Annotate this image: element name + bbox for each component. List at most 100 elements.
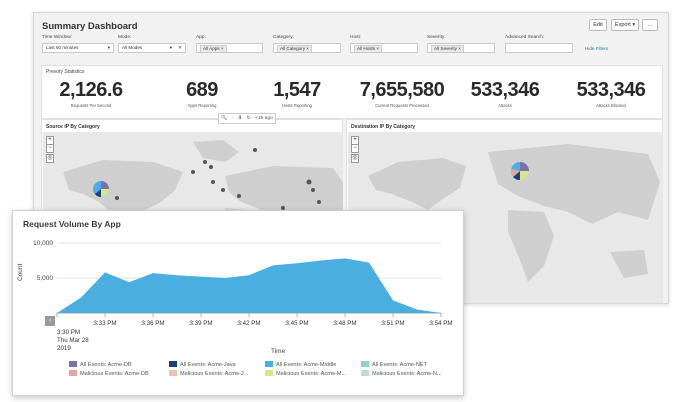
destination-pie-marker[interactable] — [510, 162, 529, 181]
x-tick-label: 3:42 PM — [237, 320, 260, 327]
locate-icon[interactable]: ◎ — [46, 154, 54, 163]
legend-swatch — [361, 361, 369, 367]
legend-item[interactable]: All Events: Acme-DB — [69, 361, 132, 368]
time-window-select[interactable]: Last 60 minutes ▾ — [42, 43, 114, 53]
zoom-out-button[interactable]: − — [46, 144, 54, 153]
request-volume-area-chart[interactable]: 5,000 10,000 3:33 PM 3:36 PM 3:39 PM 3:42 PM… — [13, 211, 465, 361]
stat-value: 1,547 — [273, 79, 321, 101]
y-axis-label: Count — [17, 263, 24, 281]
stat-requests-per-second: 2,126.6 Requests Per Second — [46, 78, 136, 108]
toolbar-separator: · — [231, 116, 234, 121]
legend-label: Malicious Events: Acme-N... — [372, 371, 442, 377]
x-tick-label: 3:51 PM — [381, 320, 404, 327]
stat-label: Apps Reporting — [187, 103, 217, 108]
legend-swatch — [265, 361, 273, 367]
severity-label: Severity: — [427, 35, 446, 40]
app-token[interactable]: All Apps × — [200, 45, 227, 52]
x-axis-label: Time — [271, 348, 286, 355]
legend-label: Malicious Events: Acme-M... — [276, 371, 347, 377]
mode-select[interactable]: All Modes ▾ ✕ — [118, 43, 186, 53]
x-tick-label: 3:54 PM — [429, 320, 452, 327]
legend-label: All Events: Acme-NET — [372, 362, 428, 368]
chart-title: Request Volume By App — [23, 219, 121, 229]
x-tick-label: 3:48 PM — [333, 320, 356, 327]
legend-item[interactable]: All Events: Acme-Middle — [265, 361, 336, 368]
severity-token[interactable]: All Severity × — [431, 45, 464, 52]
severity-multiselect[interactable]: All Severity × — [427, 43, 495, 53]
stat-value: 533,346 — [576, 79, 646, 101]
host-token[interactable]: All Hosts × — [354, 45, 383, 52]
stat-label: Requests Per Second — [70, 103, 112, 108]
legend-swatch — [265, 370, 273, 376]
source-pie-marker[interactable] — [93, 181, 109, 197]
map-toolbar: 🔍 · ⬇ ↻ <1h ago — [218, 113, 276, 124]
x-tick-label: 3:45 PM — [285, 320, 308, 327]
x-axis-date-time: 3:30 PM — [57, 329, 81, 336]
more-options-button[interactable]: ... — [642, 19, 658, 31]
host-label: Host: — [350, 35, 362, 40]
y-tick-label: 5,000 — [37, 275, 54, 282]
x-axis-date-day: Thu Mar 28 — [57, 337, 89, 344]
locate-icon[interactable]: ◎ — [351, 154, 359, 163]
x-tick-label: 3:39 PM — [189, 320, 212, 327]
legend-swatch — [69, 370, 77, 376]
advanced-search-input[interactable] — [505, 43, 573, 53]
statistics-panel: Prevoty Statistics 2,126.6 Requests Per … — [41, 65, 663, 119]
stat-current-requests: 7,655,580 Current Requests Processed — [352, 78, 452, 108]
legend-item[interactable]: Malicious Events: Acme-N... — [361, 370, 442, 377]
category-label: Category: — [273, 35, 294, 40]
chart-scroll-left-button[interactable]: ‹ — [45, 316, 55, 326]
refresh-icon[interactable]: ↻ — [246, 116, 251, 121]
stat-label: Hosts Reporting — [281, 103, 313, 108]
stat-attacks-blocked: 533,346 Attacks Blocked — [564, 78, 658, 108]
x-tick-label: 3:33 PM — [93, 320, 116, 327]
legend-swatch — [169, 370, 177, 376]
stat-attacks: 533,346 Attacks — [460, 78, 550, 108]
stat-label: Current Requests Processed — [375, 103, 429, 108]
source-map-title: Source IP By Category — [46, 124, 100, 130]
legend-swatch — [169, 361, 177, 367]
y-tick-label: 10,000 — [33, 240, 53, 247]
legend-label: All Events: Acme-DB — [80, 362, 132, 368]
stat-label: Attacks — [498, 103, 512, 108]
category-token[interactable]: All Category × — [277, 45, 312, 52]
advanced-search-label: Advanced Search: — [505, 35, 545, 40]
mode-label: Mode: — [118, 35, 132, 40]
legend-item[interactable]: Malicious Events: Acme-M... — [265, 370, 346, 377]
legend-label: Malicious Events: Acme-DB — [80, 371, 149, 377]
chevron-down-icon: ▾ — [169, 45, 172, 50]
legend-label: All Events: Acme-Java — [180, 362, 236, 368]
legend-item[interactable]: Malicious Events: Acme-J... — [169, 370, 248, 377]
stat-value: 2,126.6 — [59, 79, 123, 101]
edit-button[interactable]: Edit — [589, 19, 607, 31]
legend-item[interactable]: All Events: Acme-NET — [361, 361, 427, 368]
last-refresh-text: <1h ago — [255, 116, 273, 121]
legend-label: All Events: Acme-Middle — [276, 362, 337, 368]
statistics-title: Prevoty Statistics — [46, 69, 85, 75]
legend-label: Malicious Events: Acme-J... — [180, 371, 249, 377]
legend-item[interactable]: Malicious Events: Acme-DB — [69, 370, 149, 377]
time-window-label: Time Window: — [42, 35, 73, 40]
request-volume-chart-panel: Request Volume By App 5,000 10,000 3:33 P… — [12, 210, 464, 396]
zoom-out-button[interactable]: − — [351, 144, 359, 153]
host-multiselect[interactable]: All Hosts × — [350, 43, 418, 53]
export-button[interactable]: Export ▾ — [611, 19, 639, 31]
time-window-value: Last 60 minutes — [46, 45, 79, 50]
x-tick-label: 3:36 PM — [141, 320, 164, 327]
app-label: App: — [196, 35, 206, 40]
download-icon[interactable]: ⬇ — [238, 116, 243, 121]
dashboard-title: Summary Dashboard — [42, 21, 138, 32]
category-multiselect[interactable]: All Category × — [273, 43, 341, 53]
stat-label: Attacks Blocked — [596, 103, 626, 108]
destination-map-title: Destination IP By Category — [351, 124, 416, 130]
area-series-acme-middle[interactable] — [57, 258, 441, 313]
app-multiselect[interactable]: All Apps × — [196, 43, 263, 53]
clear-icon[interactable]: ✕ — [178, 45, 182, 50]
stat-apps-reporting: 689 Apps Reporting — [162, 78, 242, 108]
stat-value: 7,655,580 — [359, 79, 445, 101]
mode-value: All Modes — [122, 45, 143, 50]
legend-swatch — [69, 361, 77, 367]
hide-filters-link[interactable]: Hide Filters — [585, 46, 609, 51]
legend-item[interactable]: All Events: Acme-Java — [169, 361, 236, 368]
zoom-tool-icon[interactable]: 🔍 — [221, 116, 228, 121]
